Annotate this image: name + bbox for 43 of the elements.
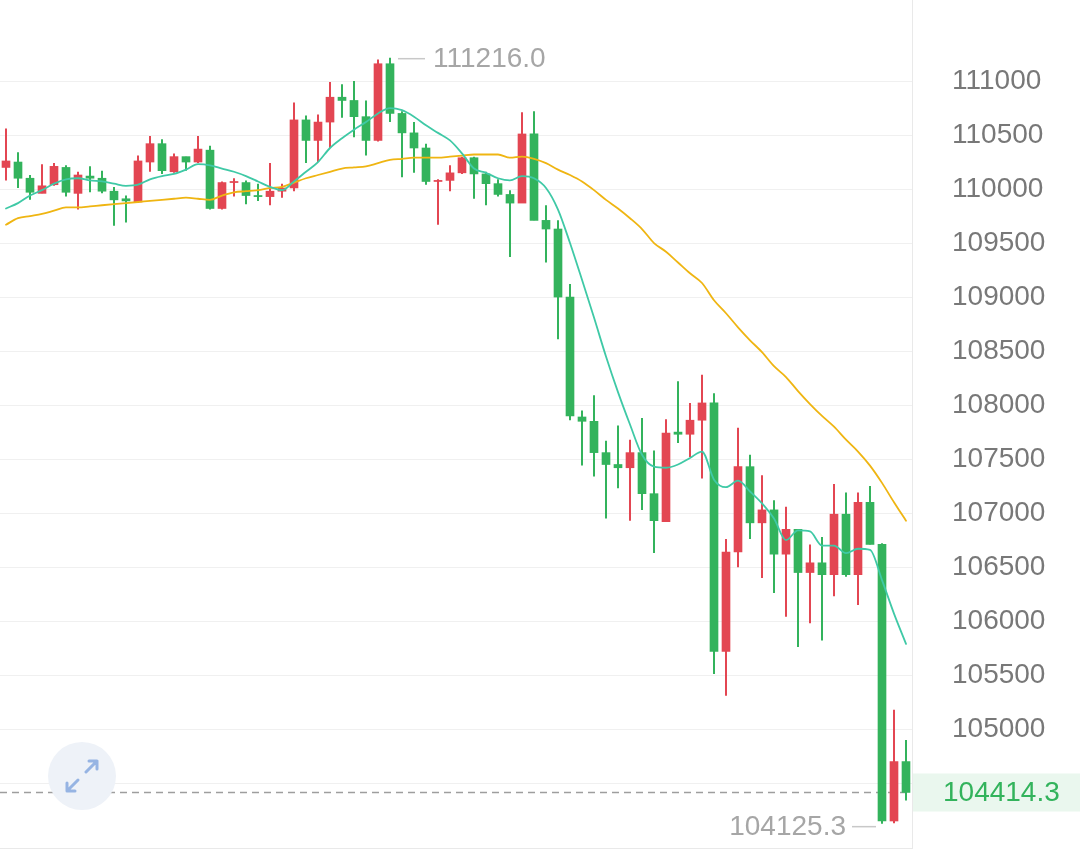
y-tick-label: 106000 bbox=[952, 603, 1046, 635]
candlestick bbox=[697, 373, 707, 480]
candlestick bbox=[13, 151, 23, 189]
annotation: 111216.0 bbox=[433, 42, 546, 74]
candlestick bbox=[817, 535, 827, 642]
line-series bbox=[5, 153, 907, 522]
candlestick bbox=[805, 543, 815, 625]
candlestick bbox=[301, 114, 311, 165]
candlestick bbox=[229, 177, 239, 198]
y-tick-label: 108500 bbox=[952, 333, 1046, 365]
y-tick-label: 107000 bbox=[952, 495, 1046, 527]
candlestick bbox=[313, 113, 323, 164]
y-tick-label: 111000 bbox=[952, 63, 1042, 95]
candlestick bbox=[433, 178, 443, 226]
y-tick-label: 105500 bbox=[952, 657, 1046, 689]
candlestick bbox=[445, 164, 455, 193]
line-series bbox=[5, 107, 907, 645]
candlestick bbox=[613, 424, 623, 490]
y-tick-label: 105000 bbox=[952, 711, 1046, 743]
candlestick bbox=[625, 438, 635, 522]
y-tick-label: 107500 bbox=[952, 441, 1046, 473]
candlestick bbox=[349, 80, 359, 139]
candlestick bbox=[685, 401, 695, 458]
y-tick-label: 110500 bbox=[952, 117, 1044, 149]
ref-line-label: 104414.3 bbox=[943, 776, 1060, 808]
y-tick-label: 109500 bbox=[952, 225, 1046, 257]
y-tick-label: 106500 bbox=[952, 549, 1046, 581]
y-tick-label: 110000 bbox=[952, 171, 1044, 203]
candlestick bbox=[145, 135, 155, 173]
candlestick bbox=[25, 174, 35, 201]
y-tick-label: 109000 bbox=[952, 279, 1046, 311]
candlestick bbox=[673, 380, 683, 444]
candlestick bbox=[85, 165, 95, 194]
candlestick bbox=[265, 162, 275, 207]
candlestick bbox=[169, 152, 179, 174]
y-tick-label: 108000 bbox=[952, 387, 1046, 419]
candlestick bbox=[577, 409, 587, 467]
candlestick bbox=[397, 110, 407, 179]
candlestick bbox=[337, 83, 347, 119]
annotation: 104125.3 bbox=[729, 810, 846, 842]
candlestick bbox=[121, 194, 131, 224]
candlestick bbox=[601, 439, 611, 520]
candlestick bbox=[1, 127, 11, 182]
